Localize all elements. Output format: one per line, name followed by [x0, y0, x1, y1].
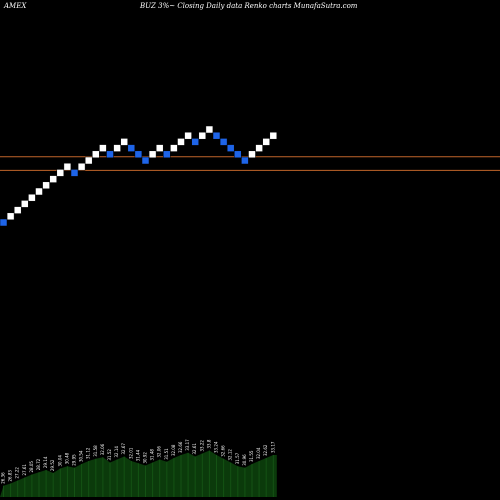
price-label: 29.52 — [50, 459, 55, 471]
down-brick — [127, 144, 136, 152]
price-label: 32.06 — [157, 446, 162, 458]
up-brick — [13, 206, 22, 214]
price-label: 32.12 — [228, 449, 233, 461]
price-label: 32.06 — [100, 443, 105, 455]
price-label: 32.66 — [178, 441, 183, 453]
price-label: 33.24 — [214, 441, 219, 453]
price-label: 33.17 — [270, 441, 275, 453]
price-label: 32.66 — [221, 445, 226, 457]
price-label: 29.14 — [43, 456, 48, 468]
down-brick — [212, 131, 221, 140]
price-label: 32.61 — [192, 443, 197, 455]
price-label: 31.55 — [249, 450, 254, 462]
down-brick — [234, 150, 242, 159]
up-brick — [148, 150, 157, 159]
price-label: 31.58 — [93, 445, 98, 457]
up-brick — [84, 156, 93, 165]
up-brick — [92, 150, 100, 159]
up-brick — [155, 144, 164, 152]
up-brick — [198, 131, 207, 140]
down-brick — [226, 144, 235, 152]
down-brick — [106, 150, 114, 159]
down-brick — [141, 156, 150, 165]
up-brick — [113, 144, 121, 152]
up-brick — [205, 125, 214, 134]
up-brick — [6, 212, 15, 221]
price-label: 27.22 — [15, 467, 20, 479]
renko-bricks — [0, 125, 278, 227]
price-label: 32.67 — [121, 443, 126, 455]
up-brick — [56, 169, 65, 177]
price-label: 32.04 — [256, 447, 261, 459]
up-brick — [262, 138, 270, 146]
up-brick — [269, 131, 278, 140]
price-label: 30.54 — [79, 450, 84, 462]
up-brick — [170, 144, 178, 152]
resistance-lines — [0, 156, 500, 171]
price-label: 31.51 — [164, 448, 169, 460]
down-brick — [0, 218, 8, 227]
up-brick — [177, 138, 185, 146]
down-brick — [241, 156, 249, 165]
exchange-label: AMEX — [3, 2, 27, 10]
up-brick — [77, 162, 86, 171]
up-brick — [184, 131, 192, 140]
up-brick — [255, 144, 263, 152]
price-label: 33.22 — [199, 440, 204, 452]
price-label: 30.96 — [242, 454, 247, 466]
down-brick — [163, 150, 171, 159]
up-brick — [49, 175, 57, 183]
up-brick — [42, 181, 50, 190]
price-label: 26.36 — [1, 472, 6, 484]
price-label: 30.48 — [64, 452, 69, 464]
price-label: 31.12 — [86, 447, 91, 459]
price-label: 30.92 — [143, 452, 148, 464]
price-label: 29.95 — [72, 454, 77, 466]
price-label: 31.44 — [135, 449, 140, 461]
up-brick — [99, 144, 107, 152]
up-brick — [248, 150, 256, 159]
price-label: 32.01 — [128, 447, 133, 459]
price-label: 32.62 — [263, 444, 268, 456]
price-label: 30.04 — [57, 455, 62, 467]
up-brick — [21, 200, 29, 208]
up-brick — [63, 162, 72, 171]
down-brick — [219, 138, 228, 146]
price-label: 31.52 — [107, 449, 112, 461]
up-brick — [28, 193, 36, 202]
price-label: 32.08 — [171, 444, 176, 456]
price-label: 31.48 — [150, 449, 155, 461]
price-label: 27.61 — [22, 464, 27, 476]
price-label: 28.05 — [29, 461, 34, 473]
up-brick — [120, 138, 128, 146]
volume-area — [0, 450, 277, 497]
price-labels: 26.36 26.83 27.22 27.61 28.05 28.72 29.14 29.52… — [1, 439, 276, 484]
down-brick — [70, 169, 79, 177]
price-label: 28.72 — [36, 458, 41, 470]
price-label: 31.57 — [235, 452, 240, 464]
down-brick — [134, 150, 143, 159]
price-label: 33.8 — [206, 439, 211, 448]
price-label: 32.14 — [114, 446, 119, 458]
chart-title: BUZ 3%~ Closing Daily data Renko charts … — [139, 2, 358, 10]
up-brick — [35, 187, 43, 196]
price-label: 33.17 — [185, 439, 190, 451]
down-brick — [191, 138, 199, 146]
price-label: 26.83 — [8, 470, 13, 482]
